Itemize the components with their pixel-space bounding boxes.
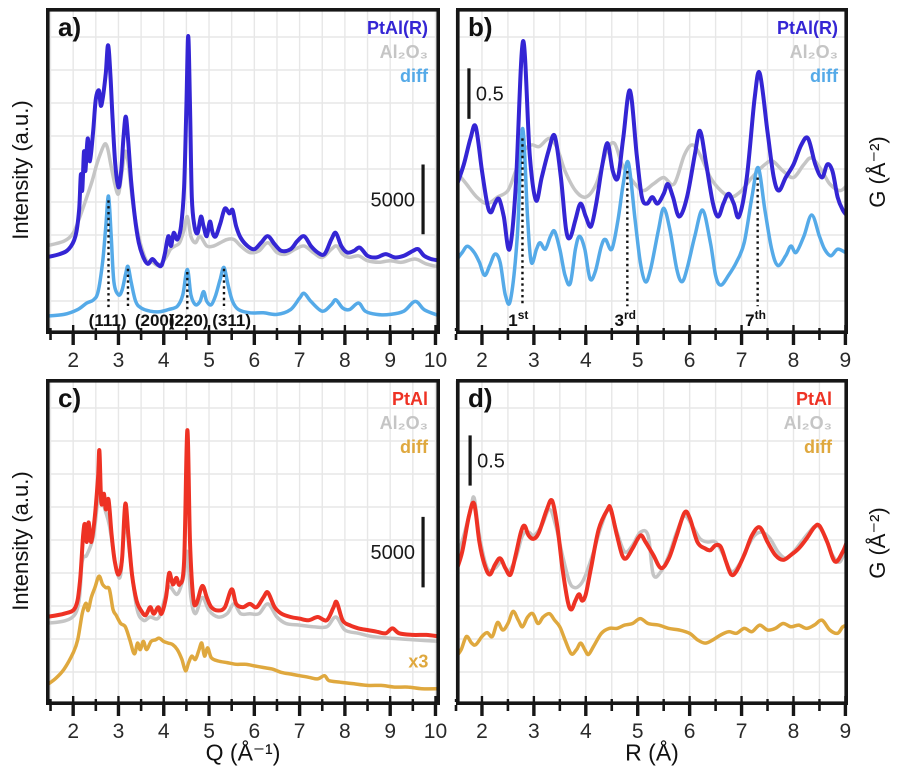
svg-text:6: 6 xyxy=(684,720,696,743)
svg-text:5000: 5000 xyxy=(371,189,416,211)
svg-text:7: 7 xyxy=(736,720,748,743)
svg-text:8: 8 xyxy=(788,720,800,743)
panel-c: 5000 x3 2 3 4 5 6 7 8 9 10 c) PtAl Al₂O₃ diff xyxy=(45,378,447,743)
legend-item: PtAl(R) xyxy=(367,18,428,38)
panel-c-letter: c) xyxy=(58,383,82,413)
svg-text:10: 10 xyxy=(424,720,447,743)
panel-b-legend: PtAl(R) Al₂O₃ diff xyxy=(777,16,838,88)
svg-text:6: 6 xyxy=(684,349,696,372)
y-axis-label-d: G (Å⁻²) xyxy=(865,507,890,579)
legend-item: diff xyxy=(400,66,428,86)
svg-text:3: 3 xyxy=(528,720,540,743)
svg-text:4: 4 xyxy=(158,720,170,743)
svg-text:4: 4 xyxy=(580,349,592,372)
legend-item: PtAl xyxy=(796,389,832,409)
svg-text:2: 2 xyxy=(67,349,79,372)
svg-text:3rd: 3rd xyxy=(615,308,636,330)
panel-a-plot: 5000(111) (200)(220) (311)2 3 4 5 6 7 8 9 10 xyxy=(45,7,447,372)
y-axis-label-c: Intensity (a.u.) xyxy=(8,471,33,611)
x-axis-label-c: Q (Å⁻¹) xyxy=(205,739,281,766)
svg-text:5: 5 xyxy=(632,720,644,743)
svg-text:9: 9 xyxy=(840,720,852,743)
legend-item: diff xyxy=(804,437,832,457)
svg-text:5: 5 xyxy=(203,720,215,743)
legend-item: Al₂O₃ xyxy=(783,413,832,433)
svg-text:9: 9 xyxy=(384,349,396,372)
legend-item: diff xyxy=(400,437,428,457)
panel-b: 0.5 1st 3rd 7th 2 3 4 5 6 7 8 9 b) PtAl(R) Al₂O₃ diff xyxy=(454,7,851,372)
svg-text:9: 9 xyxy=(840,349,852,372)
y-axis-label-b: G (Å⁻²) xyxy=(865,136,890,208)
svg-text:2: 2 xyxy=(67,720,79,743)
svg-text:1st: 1st xyxy=(508,308,528,330)
panel-b-plot: 0.5 1st 3rd 7th 2 3 4 5 6 7 8 9 xyxy=(454,7,851,372)
svg-text:(111): (111) xyxy=(89,311,127,330)
svg-text:(311): (311) xyxy=(212,311,251,330)
legend-item: diff xyxy=(810,66,838,86)
legend-item: PtAl xyxy=(392,389,428,409)
svg-text:(220): (220) xyxy=(169,311,209,330)
svg-text:5000: 5000 xyxy=(371,542,416,564)
panel-b-letter: b) xyxy=(468,12,493,42)
panel-a-letter: a) xyxy=(58,12,82,42)
svg-text:2: 2 xyxy=(476,349,488,372)
svg-text:5: 5 xyxy=(203,349,215,372)
y-axis-label-a: Intensity (a.u.) xyxy=(8,100,33,240)
panel-c-plot: 5000 x3 2 3 4 5 6 7 8 9 10 xyxy=(45,378,447,743)
svg-text:8: 8 xyxy=(788,349,800,372)
svg-text:7: 7 xyxy=(736,349,748,372)
svg-text:7: 7 xyxy=(294,349,306,372)
legend-item: Al₂O₃ xyxy=(379,413,428,433)
legend-item: Al₂O₃ xyxy=(789,42,838,62)
svg-text:5: 5 xyxy=(632,349,644,372)
svg-text:6: 6 xyxy=(248,349,260,372)
svg-text:3: 3 xyxy=(528,349,540,372)
svg-text:8: 8 xyxy=(339,349,351,372)
x-axis-label-d: R (Å) xyxy=(625,739,679,766)
panel-a: 5000 (111) (200) (220) (311) 2 3 4 5 6 7 8 9 10 a) Pt… xyxy=(45,7,447,372)
panel-d-legend: PtAl Al₂O₃ diff xyxy=(784,387,832,459)
svg-text:x3: x3 xyxy=(408,652,428,672)
svg-text:8: 8 xyxy=(339,720,351,743)
panel-d-plot: 0.5 2 3 4 5 6 7 8 9 xyxy=(454,378,851,743)
panel-c-legend: PtAl Al₂O₃ diff xyxy=(380,387,428,459)
panel-a-legend: PtAl(R) Al₂O₃ diff xyxy=(367,16,428,88)
svg-text:0.5: 0.5 xyxy=(476,84,504,106)
svg-text:2: 2 xyxy=(476,720,488,743)
panel-d: 0.5 2 3 4 5 6 7 8 9 d) PtAl Al₂O₃ diff xyxy=(454,378,851,743)
svg-text:3: 3 xyxy=(113,349,125,372)
svg-text:6: 6 xyxy=(248,720,260,743)
svg-text:4: 4 xyxy=(580,720,592,743)
legend-item: Al₂O₃ xyxy=(379,42,428,62)
panel-d-letter: d) xyxy=(468,383,493,413)
svg-text:3: 3 xyxy=(113,720,125,743)
svg-text:7: 7 xyxy=(294,720,306,743)
legend-item: PtAl(R) xyxy=(777,18,838,38)
svg-text:10: 10 xyxy=(424,349,447,372)
svg-text:0.5: 0.5 xyxy=(477,451,505,473)
svg-text:7th: 7th xyxy=(745,308,766,330)
svg-text:4: 4 xyxy=(158,349,170,372)
svg-text:9: 9 xyxy=(384,720,396,743)
